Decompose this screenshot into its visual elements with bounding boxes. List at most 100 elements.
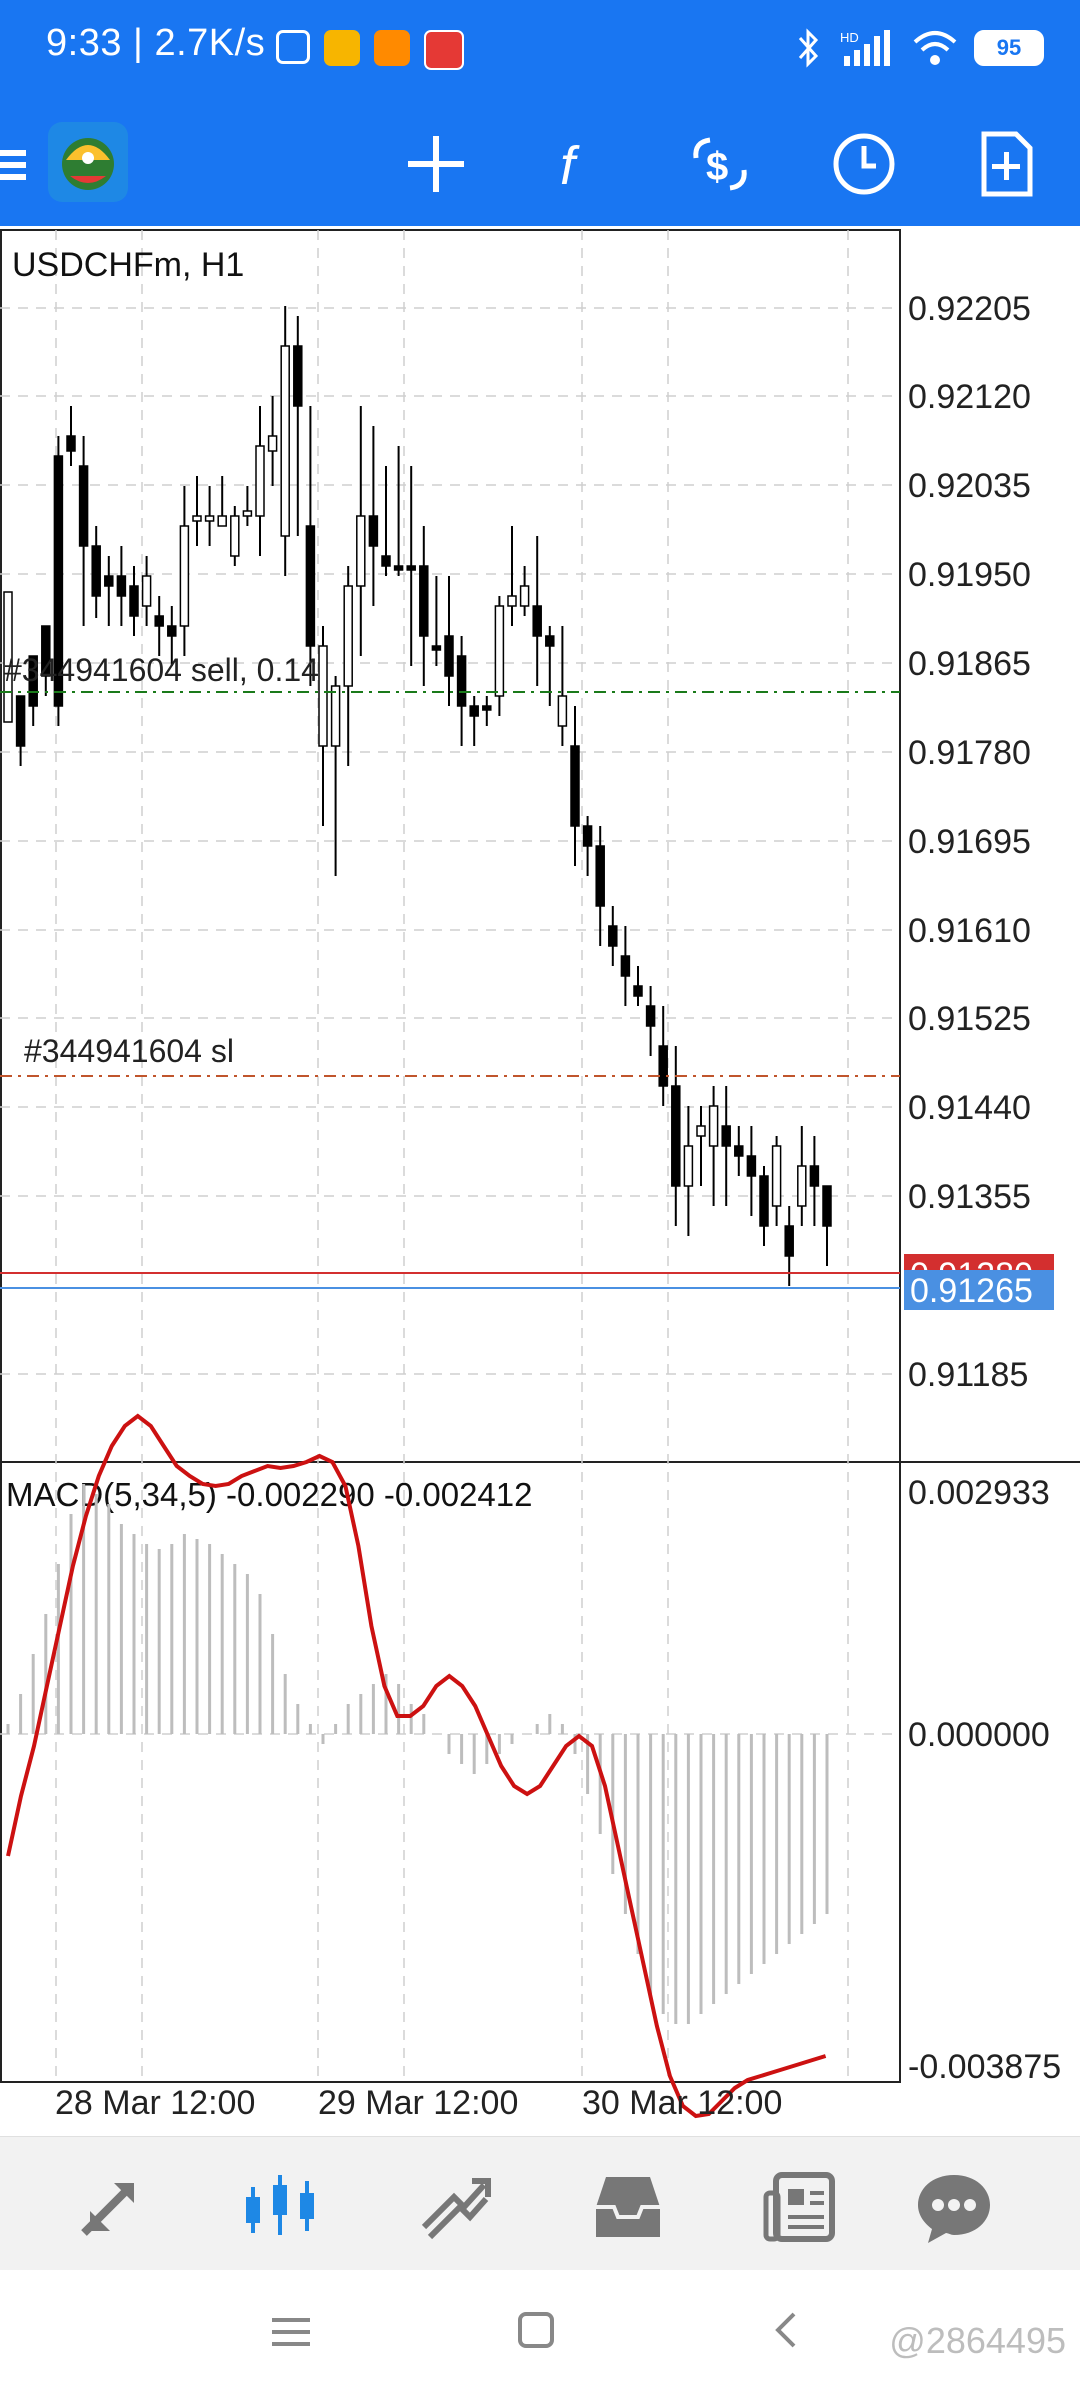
candle-body (482, 705, 492, 711)
candle-body (759, 1175, 769, 1227)
clock: 9:33 (46, 22, 122, 64)
candle-body (419, 565, 429, 637)
battery-icon: 95 (974, 30, 1044, 66)
bluetooth-icon (798, 28, 819, 68)
time-axis-label: 29 Mar 12:00 (318, 2084, 518, 2122)
metatrader-logo[interactable] (46, 120, 130, 204)
price-tick-label: 0.91695 (908, 823, 1031, 861)
candle-body (381, 555, 391, 567)
candle-body (393, 565, 404, 571)
candle-body (784, 1225, 794, 1257)
quotes-icon[interactable] (70, 2167, 150, 2247)
candle-body (608, 925, 618, 947)
candle-body (293, 345, 303, 407)
news-icon[interactable] (760, 2167, 840, 2247)
price-tick-label: 0.91865 (908, 645, 1031, 683)
candle-body (230, 515, 240, 557)
new-order-icon[interactable] (970, 128, 1042, 200)
candle-body (797, 1165, 807, 1207)
candle-body (129, 585, 139, 617)
svg-text:$: $ (706, 145, 728, 189)
price-tick-label: 0.91525 (908, 1000, 1031, 1038)
macd-tick-label: 0.000000 (908, 1716, 1050, 1754)
indicators-icon[interactable]: f (542, 128, 614, 200)
price-tick-label: 0.92205 (908, 290, 1031, 328)
watermark: @2864495 (889, 2320, 1066, 2361)
home-icon[interactable] (516, 2310, 558, 2352)
notification-icons (276, 30, 464, 70)
price-tick-label: 0.92120 (908, 378, 1031, 416)
macd-tick-label: 0.002933 (908, 1474, 1050, 1512)
order-line-label: #344941604 sell, 0.14 (4, 652, 319, 688)
candle-body (305, 525, 316, 647)
back-icon[interactable] (766, 2310, 808, 2352)
app-icon (374, 30, 410, 66)
bottom-navigation (0, 2136, 1080, 2271)
candle-body (645, 1005, 656, 1027)
bid-price-box (904, 1270, 1054, 1310)
price-tick-label: 0.91185 (908, 1356, 1028, 1394)
symbol-timeframe-label: USDCHFm, H1 (12, 246, 244, 284)
candle-body (633, 985, 643, 997)
candle-body (267, 435, 278, 452)
status-bar: 9:33 | 2.7K/s HD 95 (0, 0, 1080, 100)
candle-body (192, 515, 202, 522)
symbols-icon[interactable]: $ (684, 128, 756, 200)
nfc-icon (276, 30, 310, 64)
candle-body (519, 585, 530, 607)
trade-icon[interactable] (414, 2167, 494, 2247)
candle-body (658, 1045, 668, 1087)
crosshair-icon[interactable] (400, 128, 472, 200)
time-axis-label: 28 Mar 12:00 (55, 2084, 255, 2122)
price-chart[interactable]: 0.92205 0.92120 0.92035 0.91950 0.91865 0.917… (0, 226, 1080, 2136)
candle-body (141, 575, 152, 607)
candle-body (507, 595, 517, 607)
chart-frame (0, 229, 901, 2083)
macd-signal-line (6, 1413, 827, 2119)
price-tick-label: 0.91440 (908, 1089, 1031, 1127)
signal-icon: HD (840, 30, 890, 66)
candle-body (444, 635, 454, 677)
macd-tick-label: -0.003875 (908, 2048, 1061, 2086)
toutiao-icon (424, 30, 464, 70)
price-tick-label: 0.91355 (908, 1178, 1031, 1216)
candle-body (78, 465, 89, 547)
candle-body (456, 655, 467, 707)
candle-body (318, 645, 328, 747)
chart-panel[interactable]: 0.92205 0.92120 0.92035 0.91950 0.91865 0.917… (0, 226, 1080, 2136)
candle-body (66, 435, 76, 452)
price-tick-label: 0.91610 (908, 912, 1031, 950)
candle-body (746, 1155, 757, 1177)
recents-icon[interactable] (270, 2310, 312, 2352)
candle-body (167, 625, 177, 637)
candle-body (104, 575, 114, 587)
menu-icon[interactable] (0, 128, 72, 200)
chart-icon[interactable] (240, 2167, 320, 2247)
candle-body (582, 825, 593, 847)
candle-body (469, 705, 479, 717)
candle-body (696, 1125, 706, 1137)
candle-body (620, 955, 631, 977)
bid-price-label: 0.91265 (910, 1272, 1033, 1310)
candle-body (771, 1145, 782, 1207)
timeframe-icon[interactable] (828, 128, 900, 200)
candle-body (3, 591, 13, 723)
time-axis-label: 30 Mar 12:00 (582, 2084, 782, 2122)
wifi-icon (913, 31, 957, 65)
price-tick-label: 0.92035 (908, 467, 1031, 505)
mail-app-icon (324, 30, 360, 66)
history-icon[interactable] (588, 2167, 668, 2247)
candle-body (734, 1145, 744, 1157)
stop-loss-label: #344941604 sl (24, 1033, 234, 1069)
candle-body (330, 685, 341, 747)
chat-icon[interactable] (914, 2167, 994, 2247)
candle-body (494, 605, 505, 697)
app-toolbar: f $ (0, 100, 1080, 226)
price-tick-label: 0.91780 (908, 734, 1031, 772)
candle-body (116, 575, 127, 597)
price-tick-label: 0.91950 (908, 556, 1031, 594)
candle-body (179, 525, 190, 627)
candle-body (217, 515, 227, 527)
candle-body (154, 615, 164, 627)
candle-body (708, 1105, 719, 1147)
